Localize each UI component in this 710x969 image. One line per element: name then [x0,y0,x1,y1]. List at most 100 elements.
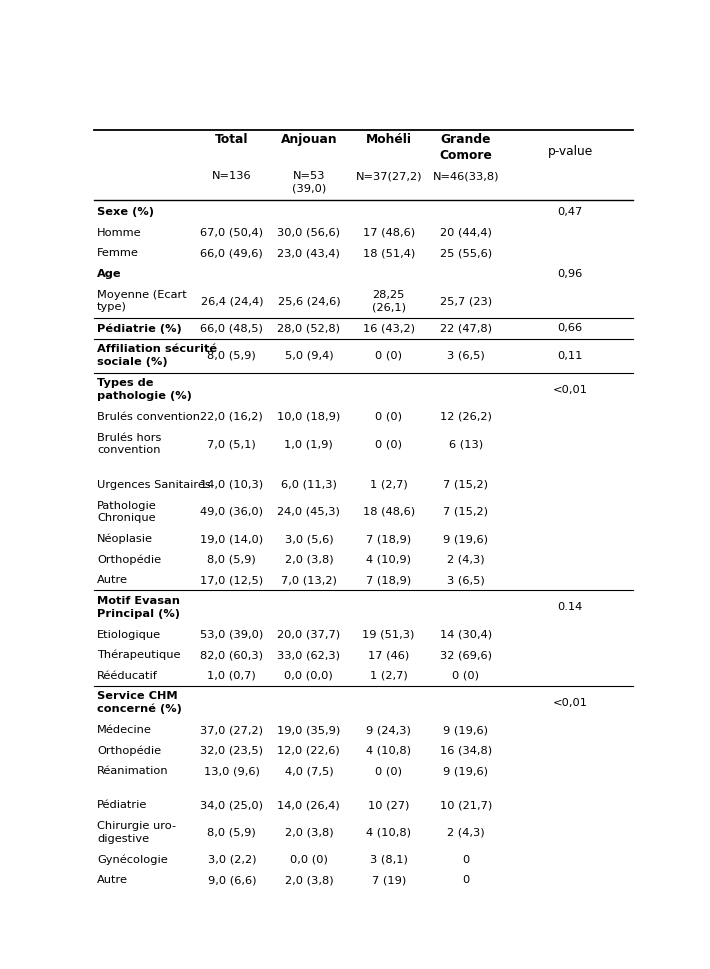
Text: 23,0 (43,4): 23,0 (43,4) [278,248,340,259]
Text: 2,0 (3,8): 2,0 (3,8) [285,875,333,885]
Text: 7 (15,2): 7 (15,2) [443,480,488,489]
Text: 7,0 (13,2): 7,0 (13,2) [281,576,337,585]
Text: 53,0 (39,0): 53,0 (39,0) [200,630,263,640]
Text: 7 (15,2): 7 (15,2) [443,507,488,516]
Text: 7 (19): 7 (19) [371,875,405,885]
Text: 9,0 (6,6): 9,0 (6,6) [207,875,256,885]
Text: 9 (19,6): 9 (19,6) [443,534,488,545]
Text: 4,0 (7,5): 4,0 (7,5) [285,766,333,776]
Text: N=53
(39,0): N=53 (39,0) [292,172,326,194]
Text: 10 (27): 10 (27) [368,800,410,810]
Text: Médecine: Médecine [97,725,152,735]
Text: 3,0 (5,6): 3,0 (5,6) [285,534,333,545]
Text: Chirurgie uro-
digestive: Chirurgie uro- digestive [97,821,176,844]
Text: 4 (10,8): 4 (10,8) [366,828,411,837]
Text: 8,0 (5,9): 8,0 (5,9) [207,351,256,360]
Text: 1 (2,7): 1 (2,7) [370,480,408,489]
Text: 30,0 (56,6): 30,0 (56,6) [278,228,340,237]
Text: 20 (44,4): 20 (44,4) [439,228,491,237]
Text: Autre: Autre [97,576,128,585]
Text: Femme: Femme [97,248,139,259]
Text: 7,0 (5,1): 7,0 (5,1) [207,439,256,449]
Text: 12 (26,2): 12 (26,2) [439,412,491,422]
Text: 7 (18,9): 7 (18,9) [366,534,411,545]
Text: Types de
pathologie (%): Types de pathologie (%) [97,378,192,401]
Text: 8,0 (5,9): 8,0 (5,9) [207,828,256,837]
Text: 14,0 (26,4): 14,0 (26,4) [278,800,340,810]
Text: 2,0 (3,8): 2,0 (3,8) [285,554,333,565]
Text: p-value: p-value [547,144,593,158]
Text: 19,0 (14,0): 19,0 (14,0) [200,534,263,545]
Text: Brulés convention: Brulés convention [97,412,200,422]
Text: Réanimation: Réanimation [97,766,169,776]
Text: 0,11: 0,11 [557,351,583,360]
Text: Pédiatrie (%): Pédiatrie (%) [97,323,182,333]
Text: 14,0 (10,3): 14,0 (10,3) [200,480,263,489]
Text: 0,66: 0,66 [557,324,583,333]
Text: Homme: Homme [97,228,141,237]
Text: 24,0 (45,3): 24,0 (45,3) [278,507,340,516]
Text: 0 (0): 0 (0) [375,351,402,360]
Text: 4 (10,8): 4 (10,8) [366,746,411,756]
Text: Mohéli: Mohéli [366,133,412,145]
Text: 6,0 (11,3): 6,0 (11,3) [281,480,337,489]
Text: 0: 0 [462,855,469,864]
Text: 0 (0): 0 (0) [375,412,402,422]
Text: 1,0 (0,7): 1,0 (0,7) [207,671,256,680]
Text: 18 (51,4): 18 (51,4) [363,248,415,259]
Text: 0 (0): 0 (0) [375,439,402,449]
Text: Orthopédie: Orthopédie [97,745,161,756]
Text: 49,0 (36,0): 49,0 (36,0) [200,507,263,516]
Text: 19 (51,3): 19 (51,3) [362,630,415,640]
Text: Autre: Autre [97,875,128,885]
Text: Anjouan: Anjouan [280,133,337,145]
Text: 0,0 (0): 0,0 (0) [290,855,328,864]
Text: 14 (30,4): 14 (30,4) [439,630,492,640]
Text: 20,0 (37,7): 20,0 (37,7) [278,630,340,640]
Text: Affiliation sécurité
sociale (%): Affiliation sécurité sociale (%) [97,344,217,367]
Text: 0 (0): 0 (0) [375,766,402,776]
Text: 0.14: 0.14 [557,603,583,612]
Text: Néoplasie: Néoplasie [97,534,153,545]
Text: 12,0 (22,6): 12,0 (22,6) [278,746,340,756]
Text: 16 (34,8): 16 (34,8) [439,746,492,756]
Text: 6 (13): 6 (13) [449,439,483,449]
Text: 25,6 (24,6): 25,6 (24,6) [278,297,340,306]
Text: 17 (46): 17 (46) [368,650,409,660]
Text: 17 (48,6): 17 (48,6) [363,228,415,237]
Text: 26,4 (24,4): 26,4 (24,4) [200,297,263,306]
Text: Gynécologie: Gynécologie [97,855,168,865]
Text: 0 (0): 0 (0) [452,671,479,680]
Text: 32 (69,6): 32 (69,6) [439,650,491,660]
Text: Age: Age [97,269,121,279]
Text: 33,0 (62,3): 33,0 (62,3) [278,650,340,660]
Text: 22 (47,8): 22 (47,8) [439,324,491,333]
Text: 22,0 (16,2): 22,0 (16,2) [200,412,263,422]
Text: 28,0 (52,8): 28,0 (52,8) [278,324,340,333]
Text: 4 (10,9): 4 (10,9) [366,554,411,565]
Text: 10 (21,7): 10 (21,7) [439,800,492,810]
Text: 66,0 (49,6): 66,0 (49,6) [200,248,263,259]
Text: <0,01: <0,01 [552,385,588,394]
Text: Grande
Comore: Grande Comore [439,133,492,162]
Text: 19,0 (35,9): 19,0 (35,9) [277,725,341,735]
Text: 9 (19,6): 9 (19,6) [443,766,488,776]
Text: N=46(33,8): N=46(33,8) [432,172,499,181]
Text: Brulés hors
convention: Brulés hors convention [97,433,161,455]
Text: 3,0 (2,2): 3,0 (2,2) [207,855,256,864]
Text: Sexe (%): Sexe (%) [97,207,154,217]
Text: 2 (4,3): 2 (4,3) [447,554,484,565]
Text: 1 (2,7): 1 (2,7) [370,671,408,680]
Text: Etiologique: Etiologique [97,630,161,640]
Text: N=136: N=136 [212,172,251,181]
Text: 0,96: 0,96 [557,269,583,279]
Text: 3 (6,5): 3 (6,5) [447,576,484,585]
Text: 13,0 (9,6): 13,0 (9,6) [204,766,260,776]
Text: 1,0 (1,9): 1,0 (1,9) [285,439,333,449]
Text: Total: Total [215,133,248,145]
Text: 34,0 (25,0): 34,0 (25,0) [200,800,263,810]
Text: 37,0 (27,2): 37,0 (27,2) [200,725,263,735]
Text: Thérapeutique: Thérapeutique [97,650,180,661]
Text: 5,0 (9,4): 5,0 (9,4) [285,351,333,360]
Text: 10,0 (18,9): 10,0 (18,9) [277,412,341,422]
